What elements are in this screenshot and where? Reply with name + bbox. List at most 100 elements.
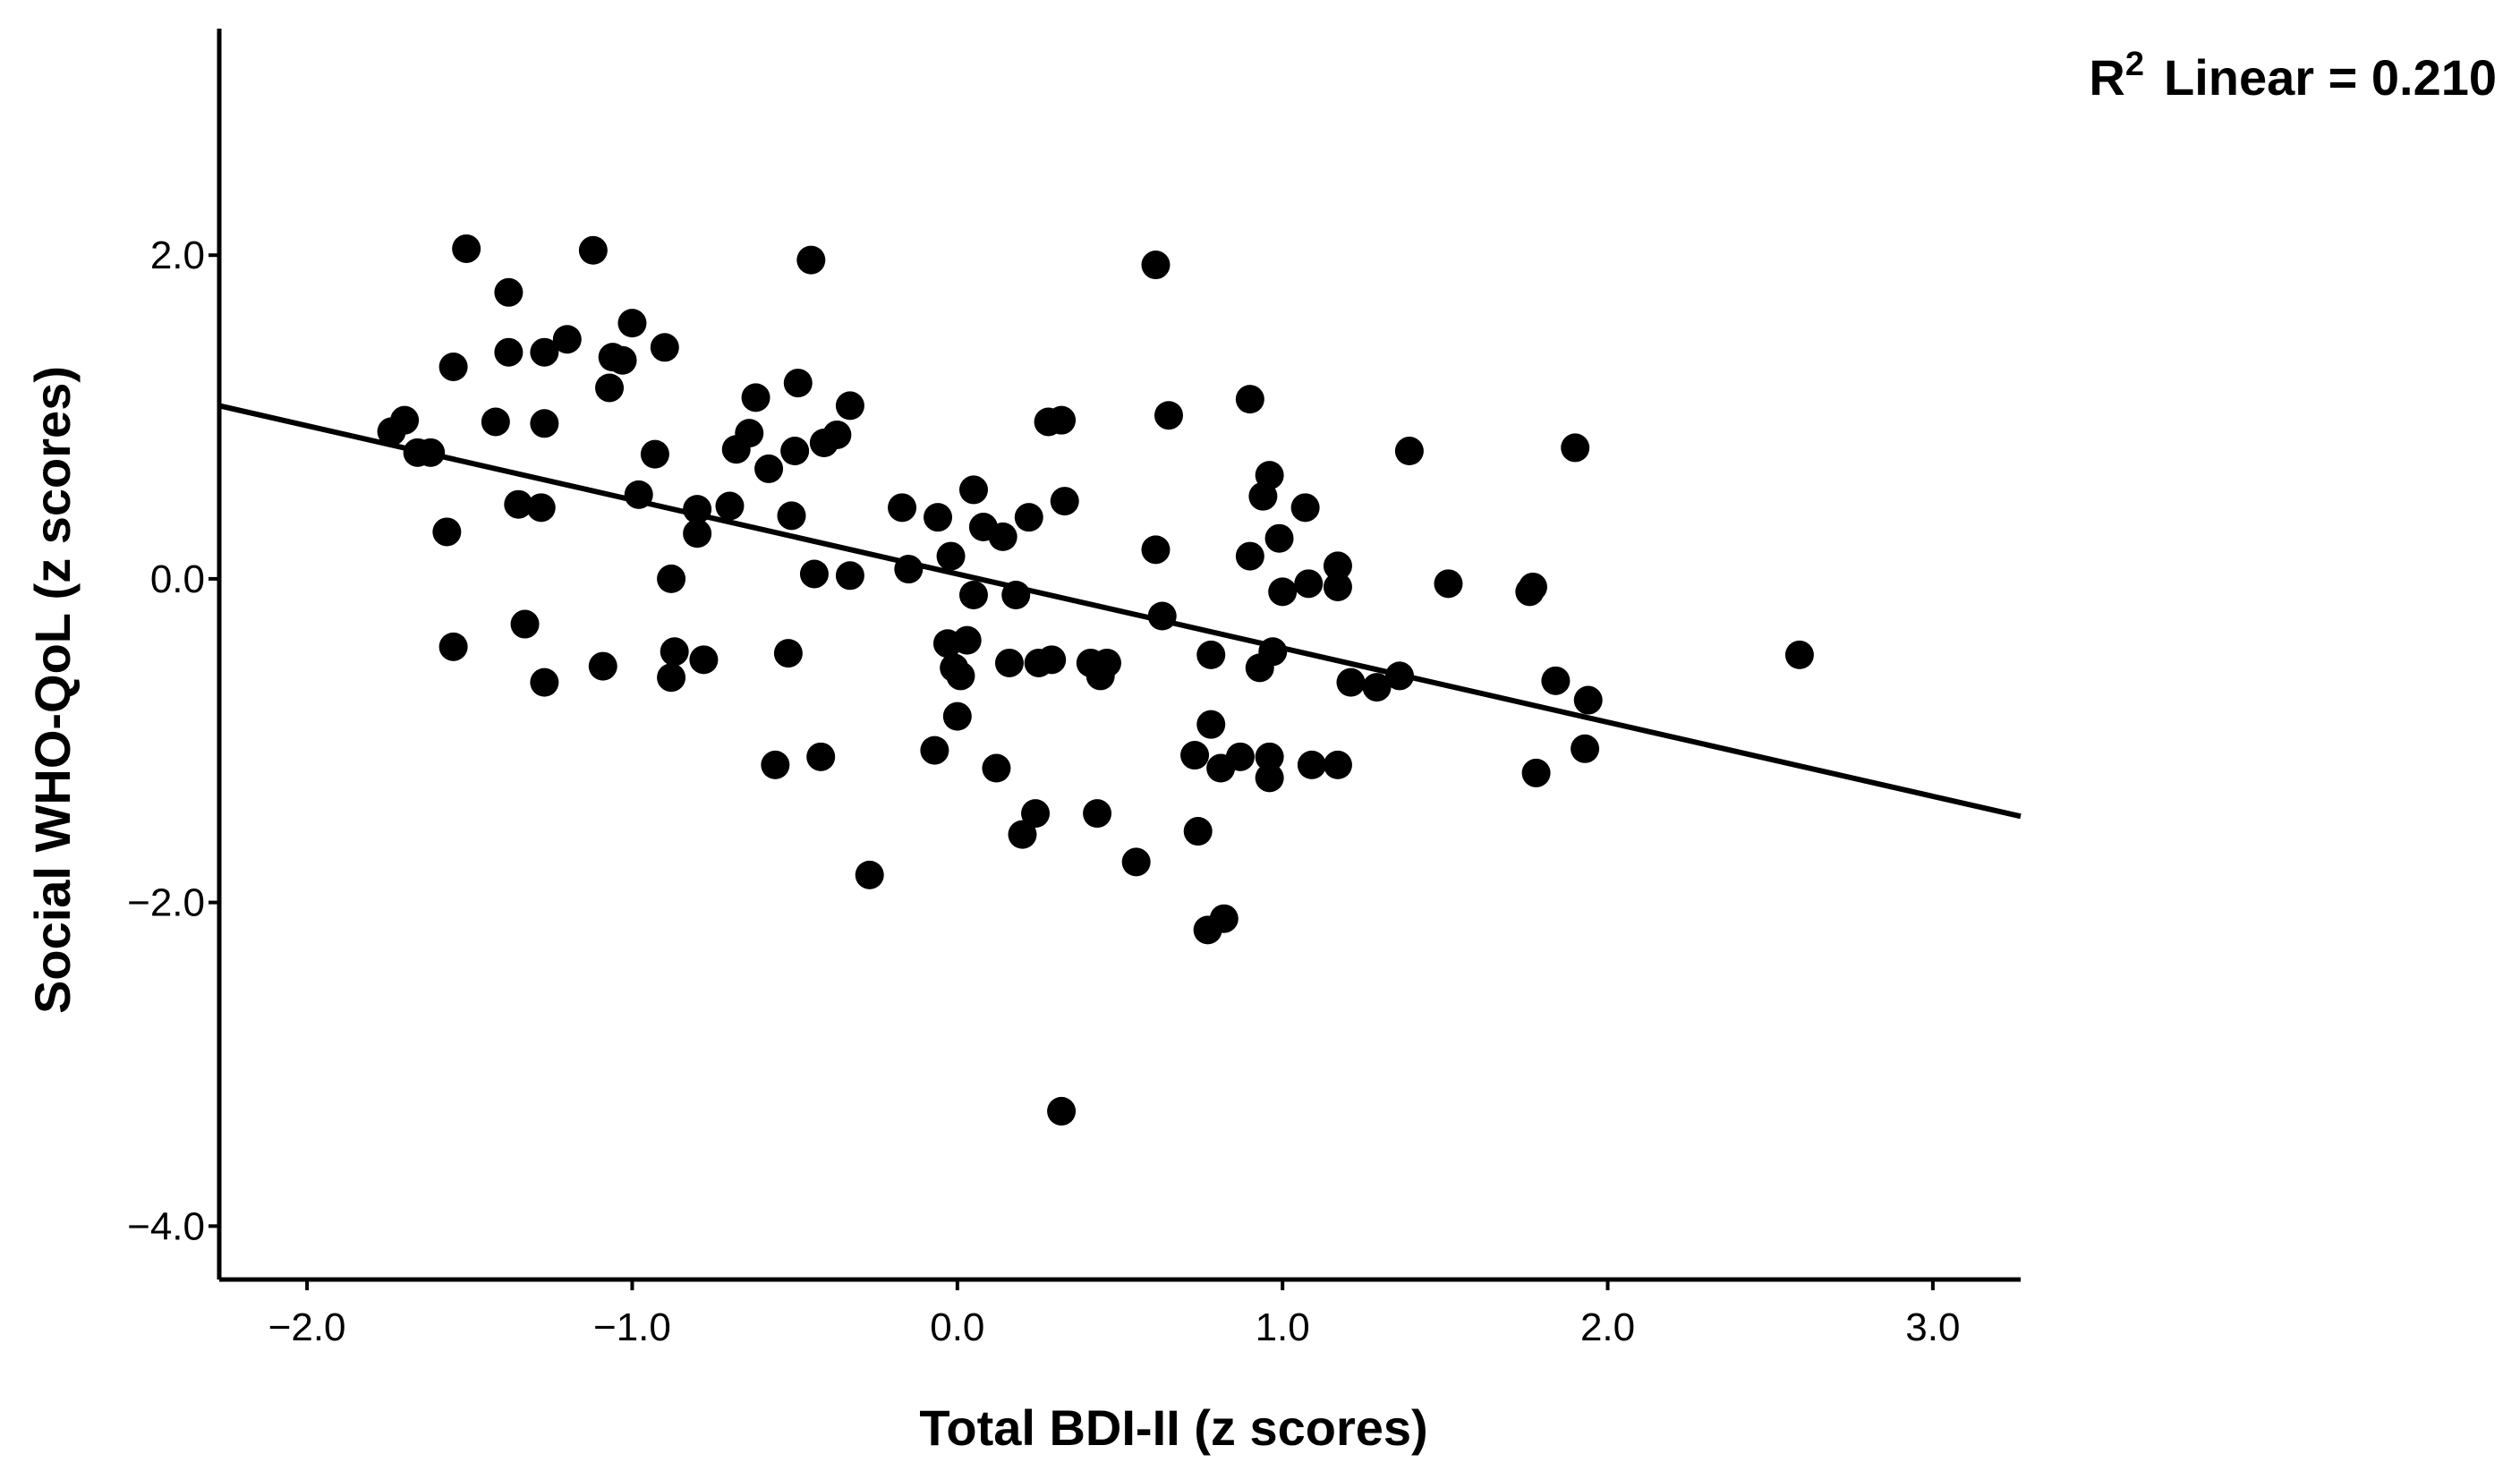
r2-superscript: 2 xyxy=(2125,46,2144,83)
data-point xyxy=(958,475,988,505)
data-point xyxy=(1297,750,1326,779)
data-point xyxy=(390,405,420,435)
data-point xyxy=(994,648,1024,677)
fit-line xyxy=(218,403,2022,820)
data-point xyxy=(1235,385,1264,414)
data-point xyxy=(1021,799,1051,829)
data-point xyxy=(1183,817,1213,846)
data-point xyxy=(754,454,784,483)
x-tick-label: −2.0 xyxy=(268,1305,346,1349)
data-point xyxy=(578,235,608,265)
y-tick-label: −2.0 xyxy=(127,881,205,925)
data-point xyxy=(946,661,975,691)
data-point xyxy=(588,651,617,681)
data-point xyxy=(1180,741,1210,770)
data-point xyxy=(1209,904,1239,933)
data-point xyxy=(552,325,582,354)
y-tick-label: −4.0 xyxy=(127,1204,205,1248)
x-tick-label: −1.0 xyxy=(593,1305,671,1349)
data-point xyxy=(777,501,806,531)
data-point xyxy=(494,277,524,307)
r2-text: Linear = 0.210 xyxy=(2164,49,2497,106)
y-tick-label: 0.0 xyxy=(150,557,205,601)
y-axis-title: Social WHO-QoL (z scores) xyxy=(24,366,81,1014)
data-point xyxy=(1521,758,1551,787)
data-point xyxy=(855,860,884,889)
data-point xyxy=(780,437,810,466)
r2-prefix: R xyxy=(2089,49,2124,106)
data-point xyxy=(657,663,686,693)
data-point xyxy=(1323,750,1352,779)
data-point xyxy=(1394,437,1424,466)
data-point xyxy=(1008,820,1037,849)
data-point xyxy=(1092,648,1121,677)
data-point xyxy=(1434,569,1463,599)
data-point xyxy=(761,750,790,779)
data-point xyxy=(617,309,647,338)
data-point xyxy=(835,561,864,591)
data-point xyxy=(942,701,972,731)
y-tick-label: 2.0 xyxy=(150,234,205,277)
data-point xyxy=(1336,667,1366,697)
data-point xyxy=(1290,493,1320,523)
data-point xyxy=(595,373,625,403)
r2-annotation: R2 Linear = 0.210 xyxy=(2089,46,2497,106)
data-point xyxy=(1141,251,1171,280)
data-point xyxy=(657,564,686,593)
data-point xyxy=(783,369,813,398)
data-point xyxy=(432,517,462,547)
data-points xyxy=(377,234,1814,1126)
data-point xyxy=(982,753,1011,783)
data-point xyxy=(958,580,988,609)
data-point xyxy=(1323,551,1352,581)
data-point xyxy=(1571,734,1600,763)
data-point xyxy=(1196,640,1226,669)
data-point xyxy=(438,632,468,661)
data-point xyxy=(735,419,764,448)
data-point xyxy=(952,625,982,655)
data-point xyxy=(494,337,524,367)
data-point xyxy=(1255,763,1284,793)
data-point xyxy=(683,519,712,548)
data-point xyxy=(924,503,953,532)
x-tick-label: 3.0 xyxy=(1905,1305,1960,1349)
data-point xyxy=(888,493,917,523)
data-point xyxy=(1573,685,1603,715)
data-point xyxy=(988,522,1017,551)
data-point xyxy=(1323,572,1352,601)
data-point xyxy=(1083,799,1112,829)
x-tick-label: 1.0 xyxy=(1256,1305,1310,1349)
data-point xyxy=(936,541,966,571)
data-point xyxy=(530,337,559,367)
data-point xyxy=(822,420,852,449)
data-point xyxy=(510,609,540,639)
data-point xyxy=(1561,433,1590,463)
data-point xyxy=(1196,710,1226,739)
data-point xyxy=(1784,640,1814,669)
data-point xyxy=(452,234,481,263)
data-point xyxy=(1362,673,1392,702)
data-point xyxy=(1154,401,1184,430)
data-point xyxy=(689,645,719,675)
data-point xyxy=(920,736,949,765)
data-point xyxy=(1014,503,1043,532)
data-point xyxy=(1264,523,1294,553)
data-point xyxy=(1050,487,1079,516)
x-axis-ticks: −2.0 −1.0 0.0 1.0 2.0 3.0 xyxy=(268,1280,1960,1349)
x-tick-label: 2.0 xyxy=(1580,1305,1635,1349)
data-point xyxy=(1518,572,1547,601)
data-point xyxy=(1255,742,1284,771)
data-point xyxy=(1047,405,1077,435)
x-tick-label: 0.0 xyxy=(930,1305,984,1349)
data-point xyxy=(796,245,826,275)
data-point xyxy=(799,559,829,589)
data-point xyxy=(1047,1096,1077,1126)
data-point xyxy=(806,742,836,771)
data-point xyxy=(1121,847,1151,877)
x-axis-title: Total BDI-II (z scores) xyxy=(919,1399,1427,1456)
data-point xyxy=(526,493,556,523)
data-point xyxy=(1541,666,1571,695)
data-point xyxy=(1235,541,1264,571)
